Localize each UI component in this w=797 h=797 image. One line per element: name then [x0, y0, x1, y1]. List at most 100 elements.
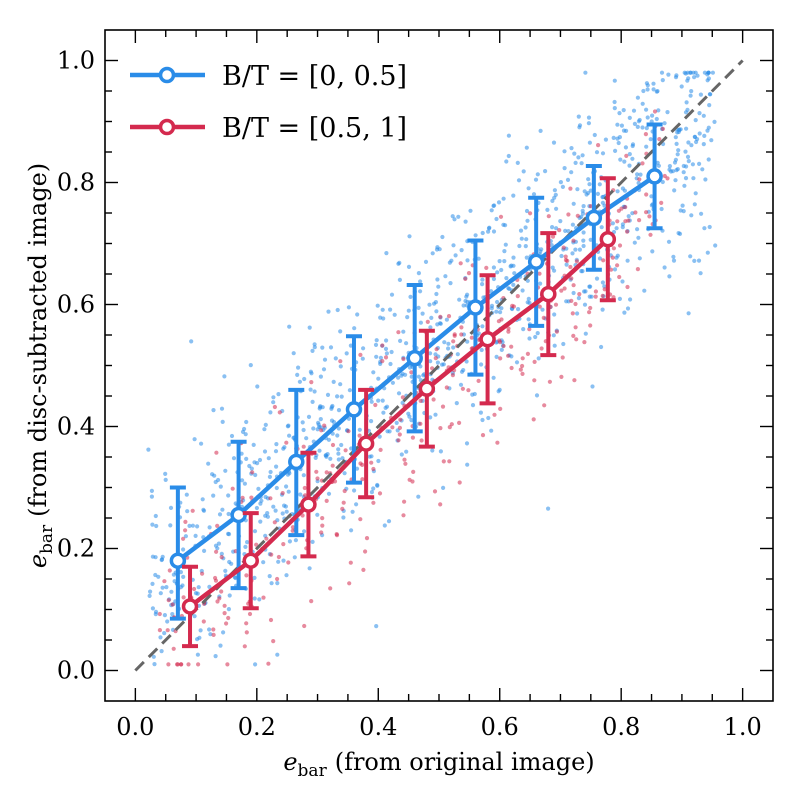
scatter-point-low-bt — [397, 277, 402, 282]
scatter-point-high-bt — [571, 333, 576, 338]
scatter-point-low-bt — [407, 234, 412, 239]
scatter-point-low-bt — [170, 612, 175, 617]
data-point-high-bt — [300, 496, 317, 513]
scatter-point-high-bt — [660, 126, 666, 131]
scatter-point-low-bt — [420, 311, 425, 316]
scatter-point-low-bt — [516, 178, 522, 183]
scatter-point-low-bt — [418, 320, 423, 325]
scatter-point-high-bt — [476, 378, 481, 383]
scatter-point-low-bt — [428, 415, 433, 420]
scatter-point-low-bt — [427, 302, 432, 307]
scatter-point-low-bt — [644, 144, 649, 149]
scatter-point-low-bt — [153, 555, 158, 560]
scatter-point-low-bt — [335, 307, 340, 313]
scatter-point-high-bt — [460, 386, 465, 391]
scatter-point-low-bt — [651, 81, 656, 86]
scatter-point-low-bt — [627, 163, 632, 168]
scatter-point-low-bt — [399, 373, 404, 378]
scatter-point-low-bt — [274, 464, 279, 469]
scatter-point-low-bt — [611, 135, 616, 140]
scatter-point-high-bt — [492, 412, 497, 417]
scatter-point-high-bt — [498, 214, 504, 219]
scatter-point-low-bt — [524, 145, 529, 150]
scatter-point-low-bt — [321, 367, 327, 372]
scatter-point-low-bt — [336, 447, 341, 452]
scatter-point-low-bt — [459, 248, 464, 253]
scatter-point-low-bt — [252, 596, 257, 601]
scatter-point-high-bt — [175, 662, 180, 667]
scatter-point-high-bt — [319, 428, 324, 433]
scatter-point-high-bt — [450, 373, 455, 378]
scatter-point-high-bt — [181, 595, 186, 600]
scatter-point-low-bt — [552, 343, 557, 348]
scatter-point-low-bt — [190, 523, 195, 528]
scatter-point-low-bt — [418, 279, 423, 284]
scatter-point-low-bt — [407, 365, 412, 370]
scatter-point-low-bt — [381, 410, 386, 415]
scatter-point-low-bt — [594, 276, 600, 281]
scatter-point-high-bt — [396, 438, 401, 443]
scatter-point-low-bt — [195, 652, 200, 657]
scatter-point-high-bt — [458, 261, 463, 266]
scatter-point-low-bt — [450, 214, 455, 219]
scatter-point-low-bt — [479, 362, 484, 367]
scatter-point-low-bt — [333, 356, 338, 361]
scatter-point-low-bt — [229, 561, 234, 566]
scatter-point-low-bt — [338, 364, 343, 369]
scatter-point-low-bt — [523, 244, 528, 249]
scatter-point-high-bt — [348, 560, 353, 565]
scatter-point-low-bt — [386, 519, 392, 524]
scatter-point-low-bt — [287, 433, 292, 438]
scatter-point-low-bt — [434, 291, 439, 297]
scatter-point-low-bt — [619, 123, 625, 128]
scatter-point-low-bt — [244, 456, 249, 461]
scatter-point-high-bt — [275, 576, 280, 582]
scatter-point-low-bt — [640, 125, 645, 130]
data-point-low-bt — [406, 349, 423, 367]
scatter-point-high-bt — [410, 435, 415, 440]
y-axis-label-symbol: e — [24, 554, 52, 568]
scatter-point-low-bt — [577, 125, 582, 130]
scatter-point-low-bt — [680, 203, 685, 208]
scatter-point-low-bt — [452, 217, 457, 222]
scatter-point-low-bt — [666, 72, 671, 77]
scatter-point-low-bt — [671, 254, 676, 259]
scatter-point-high-bt — [602, 287, 607, 292]
scatter-point-high-bt — [186, 662, 191, 667]
scatter-point-low-bt — [201, 507, 206, 512]
scatter-point-low-bt — [320, 345, 325, 350]
scatter-point-high-bt — [284, 440, 289, 445]
scatter-point-high-bt — [217, 596, 222, 601]
scatter-point-low-bt — [349, 528, 354, 533]
scatter-point-low-bt — [295, 372, 300, 377]
scatter-point-low-bt — [311, 426, 316, 431]
scatter-point-high-bt — [249, 495, 254, 500]
scatter-point-low-bt — [705, 250, 710, 255]
scatter-point-low-bt — [271, 400, 276, 405]
scatter-point-low-bt — [620, 186, 626, 191]
scatter-point-high-bt — [588, 323, 593, 328]
scatter-point-low-bt — [654, 116, 659, 122]
scatter-point-low-bt — [394, 420, 399, 425]
scatter-point-low-bt — [562, 166, 567, 171]
scatter-point-low-bt — [453, 253, 458, 258]
scatter-point-low-bt — [438, 321, 443, 326]
scatter-point-high-bt — [266, 661, 271, 666]
scatter-point-low-bt — [618, 157, 623, 162]
scatter-point-low-bt — [662, 121, 667, 126]
scatter-point-low-bt — [615, 122, 620, 127]
scatter-point-high-bt — [418, 421, 423, 426]
scatter-point-high-bt — [520, 356, 525, 361]
scatter-point-high-bt — [196, 662, 201, 667]
scatter-point-low-bt — [495, 270, 500, 275]
scatter-point-high-bt — [440, 404, 446, 409]
scatter-point-low-bt — [586, 121, 592, 126]
scatter-point-low-bt — [627, 115, 632, 120]
scatter-point-low-bt — [689, 143, 694, 148]
scatter-point-high-bt — [640, 161, 645, 166]
scatter-point-high-bt — [322, 423, 327, 428]
scatter-point-low-bt — [297, 379, 302, 384]
scatter-point-low-bt — [428, 325, 433, 330]
scatter-point-low-bt — [623, 145, 629, 150]
scatter-point-high-bt — [214, 549, 219, 554]
